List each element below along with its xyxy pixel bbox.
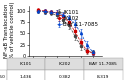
X-axis label: [μM]: [μM] xyxy=(59,66,72,71)
Legend: IK101, IK202, BAY 11-7085: IK101, IK202, BAY 11-7085 xyxy=(57,9,99,28)
Y-axis label: NF-κB Translocation
(% of vehicle control): NF-κB Translocation (% of vehicle contro… xyxy=(4,2,15,60)
